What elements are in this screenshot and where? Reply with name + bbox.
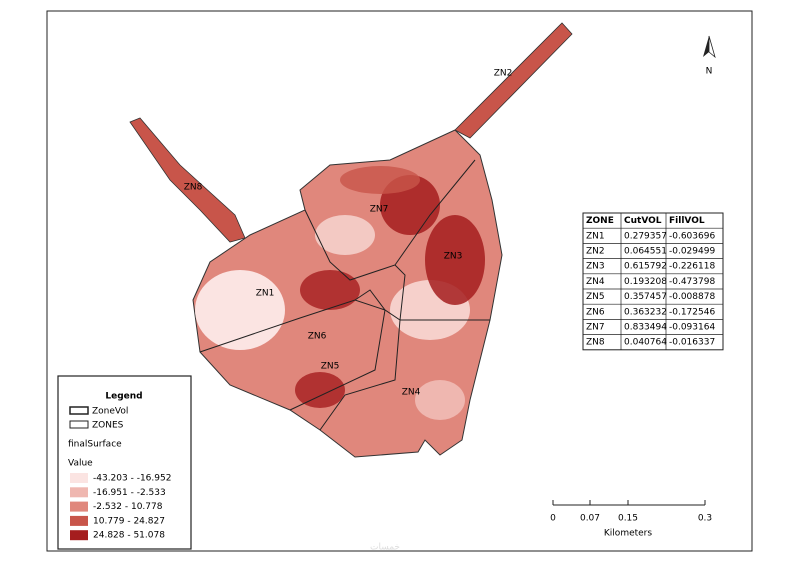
table-cell: ZN3 — [586, 262, 605, 272]
scale-unit: Kilometers — [604, 529, 652, 539]
legend-class: -43.203 - -16.952 — [93, 474, 171, 484]
legend-layer: ZONES — [92, 421, 124, 431]
table-cell: 0.064551 — [624, 247, 667, 257]
scale-label: 0 — [550, 514, 556, 524]
watermark: خمسات — [370, 543, 400, 553]
legend-swatch — [70, 501, 88, 512]
scale-label: 0.3 — [698, 514, 712, 524]
north-label: N — [706, 67, 713, 77]
map-body — [129, 22, 573, 458]
zone-label: ZN8 — [184, 183, 203, 193]
zone-label: ZN5 — [321, 362, 340, 372]
table-cell: 0.193208 — [624, 277, 667, 287]
table-cell: -0.008878 — [669, 292, 715, 302]
table-cell: -0.226118 — [669, 262, 715, 272]
legend-layer: ZoneVol — [92, 407, 128, 417]
zone-boundaries — [199, 159, 490, 431]
table-cell: 0.279357 — [624, 231, 667, 241]
zone-label: ZN1 — [256, 289, 275, 299]
table-header: FillVOL — [669, 216, 705, 226]
zone-label: ZN3 — [444, 252, 463, 262]
zone-label: ZN2 — [494, 69, 513, 79]
table-cell: ZN4 — [586, 277, 605, 287]
table-cell: -0.029499 — [669, 247, 715, 257]
legend-raster: finalSurface — [68, 440, 122, 450]
table-header: CutVOL — [624, 216, 662, 226]
table-cell: ZN2 — [586, 247, 605, 257]
table-cell: -0.603696 — [669, 231, 715, 241]
table-cell: -0.016337 — [669, 338, 715, 348]
table-cell: ZN5 — [586, 292, 605, 302]
table-cell: 0.363232 — [624, 307, 667, 317]
table-cell: ZN7 — [586, 323, 605, 333]
zone-labels: ZN1 ZN2 ZN3 ZN4 ZN5 ZN6 ZN7 ZN8 — [184, 69, 513, 398]
legend-swatch — [70, 473, 88, 483]
frame — [46, 10, 753, 552]
zone-label: ZN4 — [402, 388, 421, 398]
scale-label: 0.07 — [580, 514, 600, 524]
table-cell: ZN1 — [586, 231, 605, 241]
legend-swatch — [70, 530, 88, 541]
zone-label: ZN6 — [308, 332, 327, 342]
legend-class: -16.951 - -2.533 — [93, 488, 166, 498]
table-border — [582, 212, 724, 351]
table-cell: 0.833494 — [624, 323, 667, 333]
scale-label: 0.15 — [618, 514, 638, 524]
table-cell: -0.172546 — [669, 307, 715, 317]
table-cell: 0.615792 — [624, 262, 667, 272]
zone-label: ZN7 — [370, 205, 389, 215]
legend-class: 10.779 - 24.827 — [93, 516, 165, 526]
legend-swatch — [70, 515, 88, 526]
table-header: ZONE — [586, 216, 614, 226]
scale-bar: Kilometers 0 0.07 0.15 0.3 — [550, 500, 712, 539]
legend-class: -2.532 - 10.778 — [93, 502, 163, 512]
north-arrow: N — [703, 35, 716, 77]
table-cell: -0.093164 — [669, 323, 715, 333]
legend: Legend ZoneVol ZONES finalSurface Value … — [57, 375, 192, 550]
legend-title: Legend — [105, 392, 142, 402]
legend-class: 24.828 - 51.078 — [93, 531, 165, 541]
volume-table: ZONE CutVOL FillVOL ZN1 0.279357 -0.603696 ZN2… — [582, 212, 724, 351]
table-cell: 0.040764 — [624, 338, 667, 348]
table-cell: ZN6 — [586, 307, 605, 317]
legend-swatch — [70, 487, 88, 498]
table-cell: 0.357457 — [624, 292, 667, 302]
legend-field: Value — [68, 459, 93, 469]
table-cell: ZN8 — [586, 338, 605, 348]
table-cell: -0.473798 — [669, 277, 715, 287]
